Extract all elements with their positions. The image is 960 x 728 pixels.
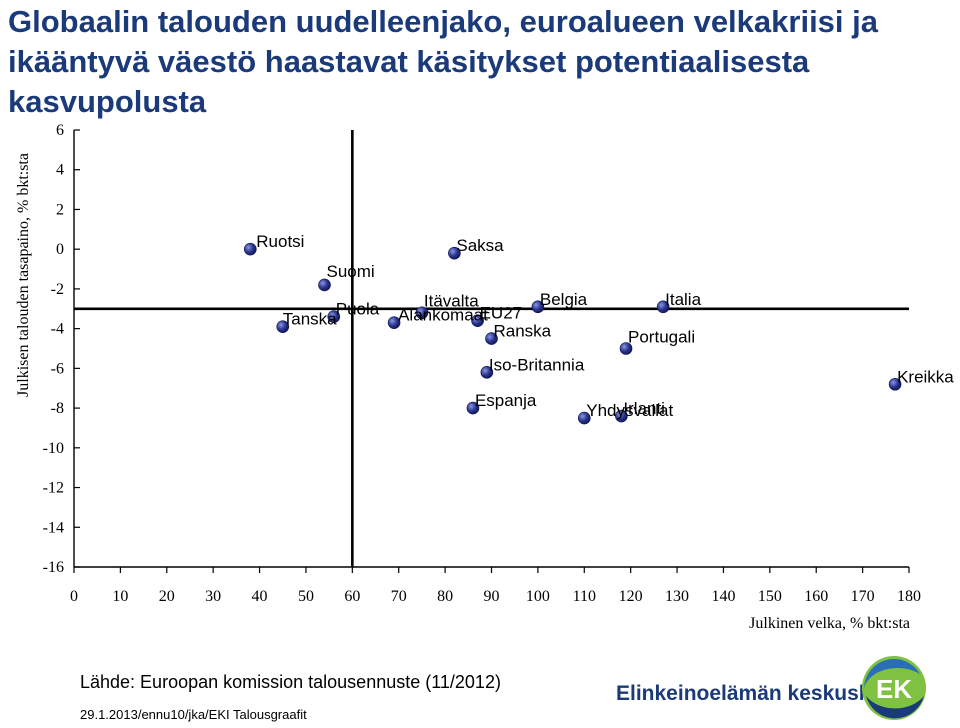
data-point-label: Ruotsi: [256, 232, 304, 251]
y-tick-label: -8: [51, 400, 64, 417]
ek-logo-text: Elinkeinoelämän keskusliitto: [616, 682, 904, 705]
x-tick-label: 80: [437, 588, 453, 605]
data-point-label: EU27: [480, 304, 523, 323]
x-tick-label: 180: [897, 588, 921, 605]
data-point: [577, 411, 591, 425]
y-tick-label: -16: [43, 559, 64, 576]
x-tick-label: 50: [298, 588, 314, 605]
data-point-label: Suomi: [327, 262, 375, 281]
x-tick-label: 100: [526, 588, 550, 605]
y-tick-label: 2: [56, 201, 64, 218]
x-tick-label: 40: [252, 588, 268, 605]
data-point: [387, 316, 401, 329]
data-point-label: Irlanti: [623, 399, 665, 418]
data-point: [276, 320, 290, 333]
data-point-label: Itävalta: [424, 292, 479, 311]
x-tick-label: 60: [344, 588, 360, 605]
data-point-label: Ranska: [494, 322, 552, 341]
data-point: [615, 409, 628, 423]
data-point: [619, 342, 633, 355]
x-tick-label: 20: [159, 588, 175, 605]
x-tick-label: 150: [758, 588, 782, 605]
x-tick-label: 0: [70, 588, 78, 605]
data-point: [327, 310, 341, 324]
y-tick-label: -2: [51, 281, 64, 298]
data-point-label: Saksa: [456, 236, 504, 255]
data-point: [531, 300, 545, 314]
data-point-label: Espanja: [475, 391, 537, 410]
x-tick-label: 30: [205, 588, 221, 605]
y-axis-label: Julkisen talouden tasapaino, % bkt:sta: [15, 153, 32, 397]
svg-text:EK: EK: [876, 674, 912, 704]
data-point-label: Portugali: [628, 328, 695, 347]
data-point: [415, 306, 429, 320]
y-tick-label: -12: [43, 480, 64, 497]
data-point-label: Alankomaat: [398, 306, 488, 325]
data-point-label: Kreikka: [897, 367, 954, 386]
data-point-label: Tanska: [283, 310, 337, 329]
data-point-label: Yhdysvallat: [586, 401, 673, 420]
x-tick-label: 160: [804, 588, 828, 605]
x-tick-label: 10: [112, 588, 128, 605]
y-tick-label: 0: [56, 241, 64, 258]
x-tick-label: 110: [573, 588, 596, 605]
data-point-label: Italia: [665, 290, 701, 309]
ek-logo-icon: EK: [862, 656, 926, 720]
x-tick-label: 120: [619, 588, 643, 605]
footer-note: 29.1.2013/ennu10/jka/EKI Talousgraafit: [80, 707, 307, 722]
x-axis-label: Julkinen velka, % bkt:sta: [749, 615, 910, 632]
y-tick-label: -6: [51, 360, 64, 377]
data-point: [485, 332, 498, 345]
data-point-label: Belgia: [540, 290, 588, 309]
y-tick-label: -4: [51, 321, 64, 338]
source-note: Lähde: Euroopan komission talousennuste …: [80, 672, 501, 692]
data-point: [318, 278, 331, 292]
y-tick-label: 4: [56, 162, 64, 179]
data-point-label: Iso-Britannia: [489, 355, 585, 374]
data-point: [656, 300, 670, 314]
data-point: [448, 246, 461, 260]
data-point: [888, 377, 902, 391]
data-point-label: Puola: [336, 300, 380, 319]
x-tick-label: 70: [391, 588, 407, 605]
data-point: [480, 366, 494, 379]
data-point: [471, 314, 484, 327]
y-tick-label: 6: [56, 122, 64, 139]
data-point: [243, 242, 257, 256]
y-tick-label: -14: [43, 519, 64, 536]
x-tick-label: 140: [711, 588, 735, 605]
x-tick-label: 90: [484, 588, 500, 605]
y-tick-label: -10: [43, 440, 64, 457]
x-tick-label: 130: [665, 588, 689, 605]
x-tick-label: 170: [851, 588, 875, 605]
chart-title: Globaalin talouden uudelleenjako, euroal…: [8, 4, 878, 119]
data-point: [466, 401, 480, 415]
